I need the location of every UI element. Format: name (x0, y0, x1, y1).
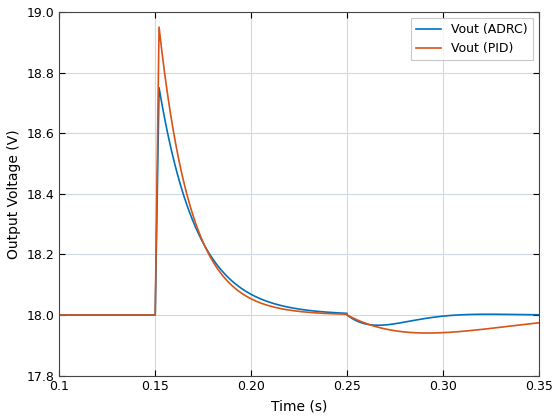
Y-axis label: Output Voltage (V): Output Voltage (V) (7, 129, 21, 259)
Line: Vout (ADRC): Vout (ADRC) (59, 88, 539, 325)
Vout (PID) (424, 331, 431, 336)
Vout (ADRC) (375, 323, 381, 328)
Vout (PID) (156, 25, 162, 30)
Vout (ADRC) (156, 85, 162, 90)
Vout (ADRC) (265, 299, 272, 304)
Vout (ADRC) (272, 302, 278, 307)
Legend: Vout (ADRC), Vout (PID): Vout (ADRC), Vout (PID) (411, 18, 533, 60)
Vout (PID) (272, 305, 278, 310)
Vout (PID) (490, 326, 497, 331)
Vout (PID) (279, 307, 286, 312)
Vout (PID) (265, 303, 272, 308)
X-axis label: Time (s): Time (s) (271, 399, 328, 413)
Vout (ADRC) (328, 310, 335, 315)
Vout (ADRC) (117, 312, 124, 318)
Vout (ADRC) (490, 312, 497, 317)
Vout (PID) (56, 312, 63, 318)
Vout (ADRC) (56, 312, 63, 318)
Vout (ADRC) (279, 303, 286, 308)
Vout (PID) (117, 312, 124, 318)
Vout (PID) (328, 311, 335, 316)
Vout (PID) (536, 320, 543, 325)
Line: Vout (PID): Vout (PID) (59, 27, 539, 333)
Vout (ADRC) (536, 312, 543, 318)
